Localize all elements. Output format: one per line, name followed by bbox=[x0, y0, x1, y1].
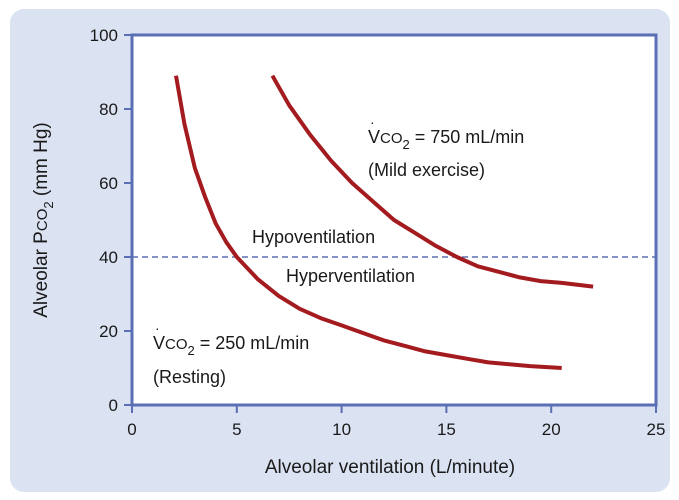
y-tick-label: 60 bbox=[99, 174, 118, 193]
y-tick-label: 80 bbox=[99, 100, 118, 119]
x-tick-label: 25 bbox=[647, 420, 666, 439]
vco2-subscript: 2 bbox=[188, 343, 195, 358]
axis-ticks: 0 5 10 15 20 25 0 20 40 60 80 100 bbox=[90, 26, 666, 439]
vco2-species: CO bbox=[165, 336, 188, 353]
y-tick-label: 100 bbox=[90, 26, 118, 45]
vco2-species: CO bbox=[380, 130, 403, 147]
x-tick-label: 10 bbox=[332, 420, 351, 439]
vco2-dot-mild: · bbox=[370, 114, 375, 130]
vco2-subscript: 2 bbox=[403, 137, 410, 152]
vco2-symbol: V bbox=[153, 333, 165, 353]
y-tick-label: 40 bbox=[99, 248, 118, 267]
x-tick-label: 0 bbox=[127, 420, 136, 439]
y-tick-label: 20 bbox=[99, 322, 118, 341]
hyperventilation-label: Hyperventilation bbox=[286, 266, 415, 286]
x-axis-label: Alveolar ventilation (L/minute) bbox=[265, 457, 515, 478]
vco2-dot-resting: · bbox=[155, 320, 160, 336]
mild-exercise-note: (Mild exercise) bbox=[368, 160, 485, 180]
mild-exercise-rate-label: VCO2 = 750 mL/min bbox=[368, 127, 524, 152]
y-tick-label: 0 bbox=[109, 396, 118, 415]
resting-rate-label: VCO2 = 250 mL/min bbox=[153, 333, 309, 358]
y-axis-label: Alveolar PCO2 (mm Hg) bbox=[31, 122, 56, 318]
x-tick-label: 20 bbox=[542, 420, 561, 439]
vco2-symbol: V bbox=[368, 127, 380, 147]
plot-border bbox=[130, 33, 658, 407]
series-layer bbox=[174, 74, 594, 370]
x-tick-label: 15 bbox=[437, 420, 456, 439]
y-axis-label-subscript: 2 bbox=[41, 201, 56, 208]
annotation-resting: VCO2 = 250 mL/min · (Resting) bbox=[153, 320, 309, 387]
series-line-resting bbox=[174, 75, 562, 370]
annotation-mild-exercise: VCO2 = 750 mL/min · (Mild exercise) bbox=[368, 114, 524, 180]
x-tick-label: 5 bbox=[232, 420, 241, 439]
resting-rate-value: = 250 mL/min bbox=[195, 333, 310, 353]
hypoventilation-label: Hypoventilation bbox=[252, 227, 375, 247]
series-line-mild-exercise bbox=[270, 74, 594, 289]
y-axis-label-species: CO bbox=[34, 209, 51, 232]
y-axis-label-prefix: Alveolar P bbox=[31, 231, 52, 318]
resting-note: (Resting) bbox=[153, 367, 226, 387]
mild-exercise-rate-value: = 750 mL/min bbox=[410, 127, 525, 147]
y-axis-label-suffix: (mm Hg) bbox=[31, 122, 52, 201]
